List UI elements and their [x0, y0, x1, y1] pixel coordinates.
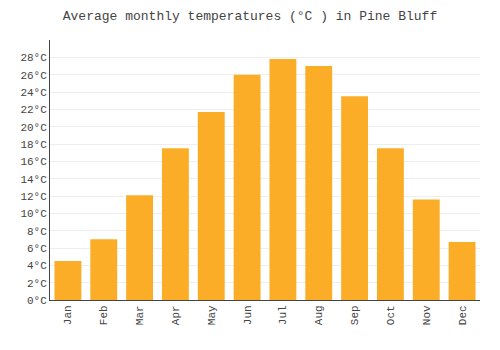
- svg-text:22°C: 22°C: [20, 104, 47, 116]
- svg-text:10°C: 10°C: [20, 208, 47, 220]
- svg-text:26°C: 26°C: [20, 70, 47, 82]
- svg-text:May: May: [206, 305, 218, 325]
- svg-text:Sep: Sep: [349, 305, 361, 325]
- svg-text:Average monthly temperatures (: Average monthly temperatures (°C ) in Pi…: [63, 9, 437, 24]
- svg-text:8°C: 8°C: [27, 226, 47, 238]
- svg-text:Dec: Dec: [457, 305, 469, 325]
- svg-text:Nov: Nov: [421, 305, 433, 325]
- svg-text:Jun: Jun: [242, 305, 254, 325]
- svg-text:Jan: Jan: [62, 305, 74, 325]
- svg-text:28°C: 28°C: [20, 52, 47, 64]
- svg-text:0°C: 0°C: [27, 295, 47, 307]
- svg-text:Feb: Feb: [98, 305, 110, 325]
- svg-text:Oct: Oct: [385, 305, 397, 325]
- svg-text:Apr: Apr: [170, 305, 182, 325]
- svg-text:Mar: Mar: [134, 305, 146, 325]
- svg-text:Aug: Aug: [313, 305, 325, 325]
- svg-text:14°C: 14°C: [20, 174, 47, 186]
- svg-text:20°C: 20°C: [20, 122, 47, 134]
- svg-text:6°C: 6°C: [27, 243, 47, 255]
- svg-text:18°C: 18°C: [20, 139, 47, 151]
- svg-text:2°C: 2°C: [27, 278, 47, 290]
- svg-text:Jul: Jul: [277, 305, 289, 325]
- svg-text:24°C: 24°C: [20, 87, 47, 99]
- svg-text:12°C: 12°C: [20, 191, 47, 203]
- svg-text:16°C: 16°C: [20, 156, 47, 168]
- svg-text:4°C: 4°C: [27, 260, 47, 272]
